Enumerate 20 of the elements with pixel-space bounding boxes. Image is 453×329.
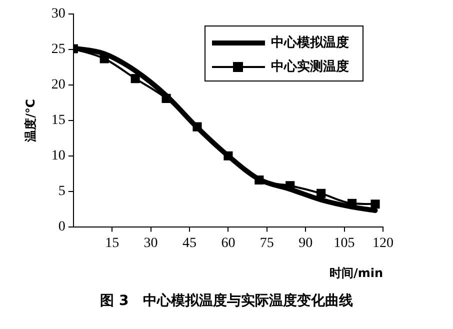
y-tick-label: 15 [51, 113, 66, 128]
x-tick-label: 45 [182, 236, 196, 251]
x-tick-label: 30 [144, 236, 158, 251]
x-axis-title: 时间/min [329, 266, 383, 280]
y-tick-label: 10 [51, 148, 66, 164]
y-tick-label: 0 [58, 219, 66, 234]
x-tick-label: 105 [334, 236, 355, 251]
y-tick-label: 30 [51, 6, 66, 22]
y-tick-label: 25 [51, 42, 66, 58]
y-axis-title: 温度/℃ [23, 98, 38, 143]
x-tick-label: 120 [372, 236, 394, 251]
caption: 图 3 中心模拟温度与实际温度变化曲线 [99, 292, 354, 310]
x-tick-label: 15 [105, 236, 120, 251]
legend-label: 中心模拟温度 [271, 34, 349, 50]
y-tick-label: 5 [58, 184, 66, 200]
x-tick-label: 90 [298, 236, 313, 251]
legend-label: 中心实测温度 [271, 58, 349, 74]
x-tick-label: 75 [260, 236, 274, 251]
x-tick-label: 60 [221, 236, 236, 251]
y-tick-label: 20 [51, 78, 66, 93]
